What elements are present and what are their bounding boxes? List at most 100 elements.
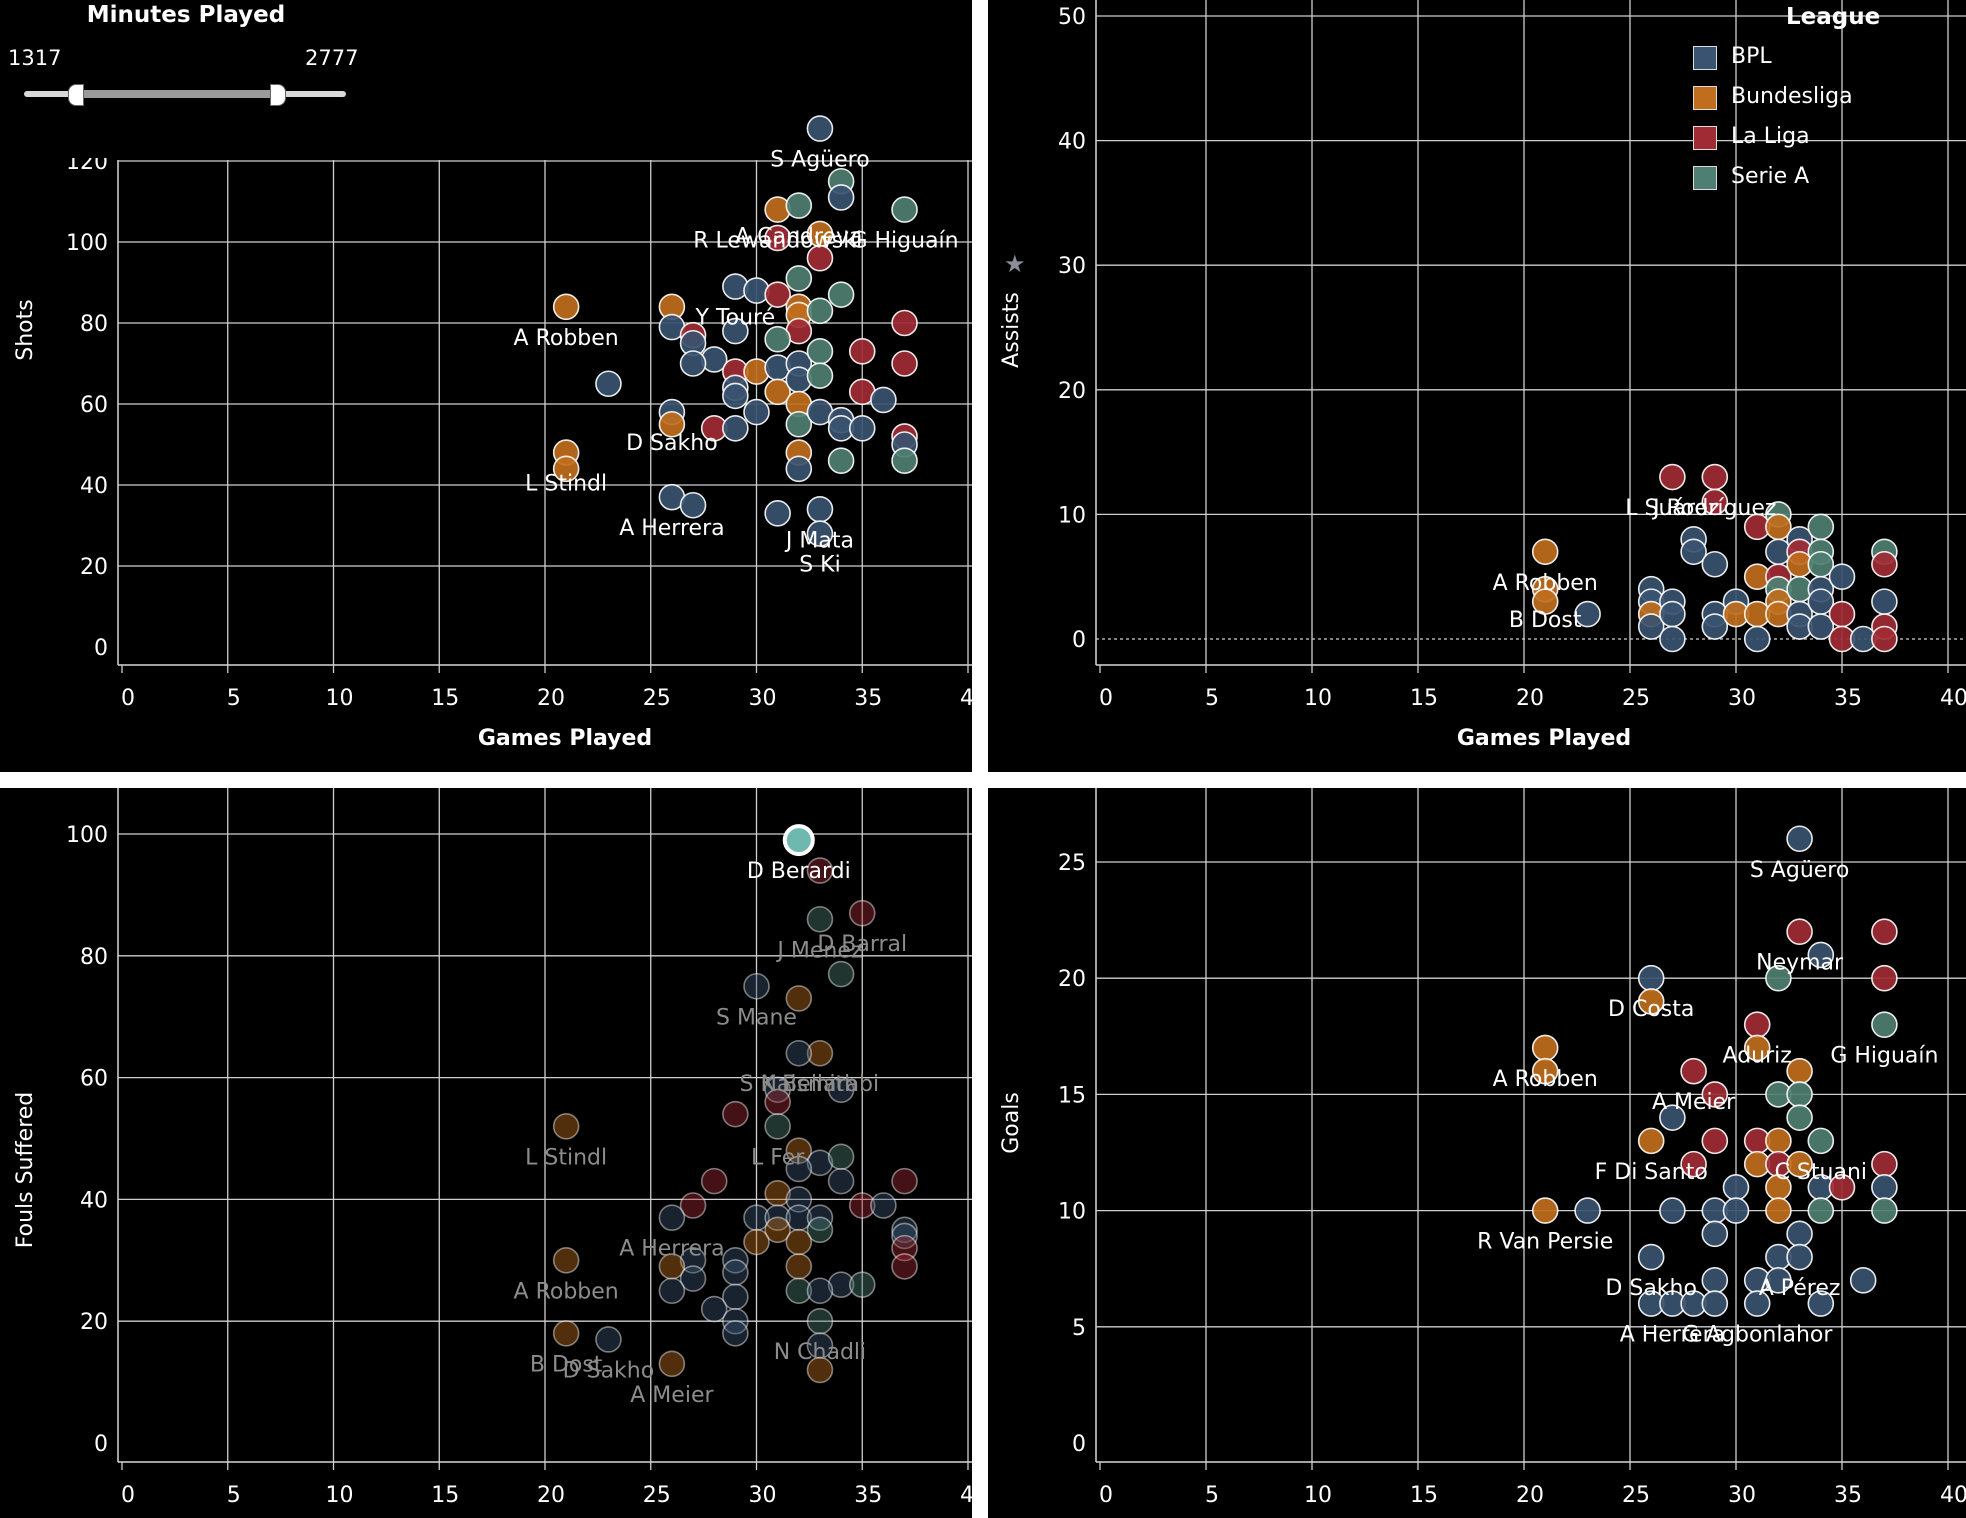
data-point[interactable] [827,1167,855,1195]
data-point[interactable] [806,495,834,523]
data-point[interactable] [1743,625,1771,653]
data-point[interactable] [806,1216,834,1244]
data-point[interactable] [1786,1243,1813,1271]
data-point[interactable] [1637,1127,1665,1155]
data-point[interactable] [1786,1150,1813,1178]
data-point[interactable] [827,447,855,475]
data-point[interactable] [1828,600,1856,628]
data-point[interactable] [848,1271,876,1298]
data-point[interactable] [764,1216,791,1244]
data-point[interactable] [722,414,749,442]
data-point[interactable] [722,1320,749,1347]
data-point[interactable] [870,1192,897,1219]
data-point[interactable] [1828,1174,1856,1201]
data-point[interactable] [1743,1290,1771,1317]
data-point[interactable] [764,1204,791,1231]
data-point[interactable] [827,1271,855,1298]
data-point[interactable] [764,1180,791,1207]
data-point[interactable] [764,281,791,308]
slider-min-handle[interactable] [68,84,84,106]
data-point[interactable] [679,491,707,519]
data-point[interactable] [1701,463,1729,491]
data-point[interactable] [1659,600,1686,628]
data-point[interactable] [679,1246,707,1274]
data-point[interactable] [806,1039,834,1067]
data-point[interactable] [785,265,813,292]
data-point[interactable] [1807,613,1835,640]
data-point[interactable] [1871,918,1898,946]
data-point[interactable] [806,1356,834,1384]
data-point[interactable] [891,309,918,337]
data-point[interactable] [891,350,918,377]
data-point[interactable] [1743,1011,1771,1038]
data-point[interactable] [658,1253,686,1280]
data-point[interactable] [827,1143,855,1171]
data-point[interactable] [1871,1011,1898,1038]
data-point[interactable] [785,1137,813,1164]
data-point[interactable] [1637,613,1665,640]
data-point[interactable] [785,410,813,438]
data-point[interactable] [785,1228,813,1256]
data-point[interactable] [679,1265,707,1292]
data-point[interactable] [806,857,834,884]
data-point[interactable] [1531,1197,1559,1224]
data-point[interactable] [806,362,834,389]
data-point[interactable] [552,1113,580,1140]
data-point[interactable] [848,414,876,442]
data-point[interactable] [1871,625,1898,653]
data-point[interactable] [764,1113,791,1140]
data-point[interactable] [785,1186,813,1213]
data-point[interactable] [1722,1197,1750,1224]
data-point[interactable] [1637,1243,1665,1271]
data-point[interactable] [1871,1150,1898,1178]
data-point[interactable] [1765,964,1792,992]
data-point[interactable] [806,1277,834,1305]
data-point[interactable] [891,1216,918,1244]
data-point[interactable] [595,370,622,398]
data-point[interactable] [827,1076,855,1104]
data-point[interactable] [743,972,770,1000]
data-point[interactable] [722,1100,749,1128]
data-point[interactable] [679,1192,707,1219]
data-point[interactable] [1531,1057,1559,1085]
data-point[interactable] [658,410,686,438]
data-point[interactable] [806,115,834,142]
data-point[interactable] [1637,988,1665,1015]
data-point[interactable] [1871,1174,1898,1201]
data-point[interactable] [1680,1057,1707,1085]
data-point[interactable] [722,1259,749,1286]
data-point[interactable] [1849,1267,1877,1294]
data-point[interactable] [1531,1034,1559,1062]
data-point[interactable] [806,244,834,272]
data-point[interactable] [1743,1034,1771,1062]
data-point[interactable] [552,1246,580,1274]
data-point[interactable] [1807,941,1835,969]
data-point[interactable] [595,1326,622,1353]
data-point[interactable] [552,293,580,321]
data-point[interactable] [891,1167,918,1195]
data-point[interactable] [1807,1197,1835,1224]
data-point[interactable] [1659,1104,1686,1131]
data-point[interactable] [658,1277,686,1305]
data-point[interactable] [1701,1290,1729,1317]
data-point[interactable] [848,1192,876,1219]
data-point[interactable] [1828,563,1856,591]
data-point[interactable] [1722,1174,1750,1201]
data-point[interactable] [848,338,876,365]
data-point[interactable] [1701,613,1729,640]
data-point[interactable] [806,297,834,325]
data-point[interactable] [743,1204,770,1231]
data-point[interactable] [1659,625,1686,653]
data-point[interactable] [785,1155,813,1183]
slider-max-handle[interactable] [270,84,286,106]
data-point[interactable] [1871,588,1898,615]
data-point[interactable] [1786,825,1813,853]
data-point[interactable] [552,455,580,483]
data-point[interactable] [1807,1290,1835,1317]
data-point[interactable] [1765,1127,1792,1155]
data-point[interactable] [1701,550,1729,578]
data-point[interactable] [870,386,897,414]
data-point[interactable] [1574,1197,1601,1224]
data-point[interactable] [806,1332,834,1359]
data-point[interactable] [827,184,855,211]
